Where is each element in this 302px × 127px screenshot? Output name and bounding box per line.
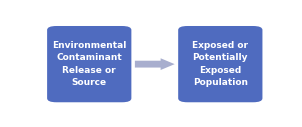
Text: Environmental
Contaminant
Release or
Source: Environmental Contaminant Release or Sou… [52, 41, 127, 87]
FancyBboxPatch shape [178, 26, 262, 102]
FancyBboxPatch shape [47, 26, 131, 102]
Polygon shape [135, 58, 175, 70]
Text: Exposed or
Potentially
Exposed
Population: Exposed or Potentially Exposed Populatio… [192, 41, 248, 87]
